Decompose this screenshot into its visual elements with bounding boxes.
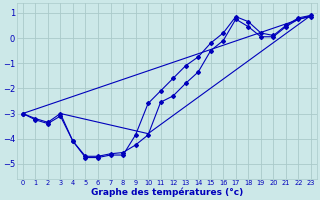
X-axis label: Graphe des températures (°c): Graphe des températures (°c) xyxy=(91,188,243,197)
